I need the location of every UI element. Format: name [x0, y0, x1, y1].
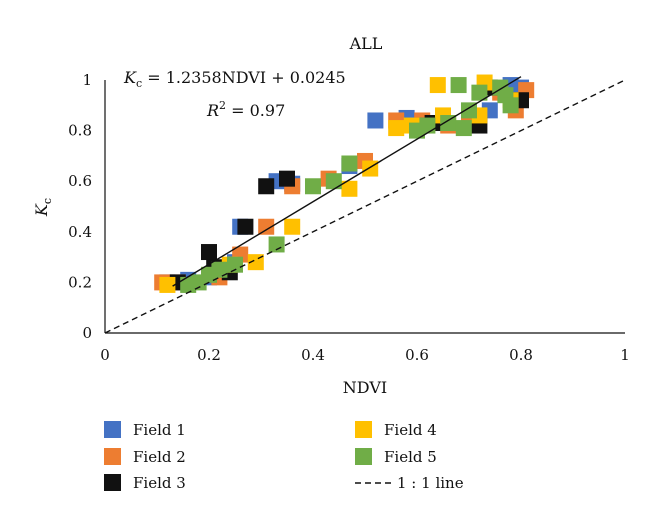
- y-tick-label: 0.4: [68, 223, 92, 241]
- legend-swatch: [104, 448, 121, 465]
- data-point: [461, 102, 477, 119]
- legend-label: Field 2: [133, 448, 186, 466]
- data-point: [237, 218, 254, 235]
- data-point: [258, 178, 275, 195]
- legend-swatch: [104, 421, 121, 438]
- data-point: [305, 178, 321, 195]
- y-axis-label: Kc: [32, 198, 54, 217]
- data-point: [284, 218, 301, 235]
- data-point: [367, 112, 384, 129]
- regression-annotation: Kc = 1.2358NDVI + 0.0245 R2 = 0.97: [123, 68, 346, 120]
- legend-label: Field 4: [384, 421, 437, 439]
- data-point: [201, 244, 217, 261]
- legend-label: Field 1: [133, 421, 186, 439]
- data-point: [341, 155, 358, 172]
- y-tick-label: 1: [82, 71, 92, 89]
- legend-swatch: [355, 421, 372, 438]
- data-point: [268, 236, 285, 253]
- y-tick-label: 0.6: [68, 172, 92, 190]
- x-tick-label: 0.2: [197, 346, 221, 364]
- data-point: [419, 117, 436, 134]
- data-point: [429, 77, 446, 94]
- data-point: [325, 173, 342, 190]
- data-point: [341, 180, 358, 197]
- legend-label: Field 5: [384, 448, 437, 466]
- data-point: [450, 77, 467, 94]
- data-point: [440, 115, 457, 132]
- x-tick-label: 0.4: [301, 346, 325, 364]
- x-tick-label: 1: [620, 346, 630, 364]
- data-point: [362, 160, 379, 177]
- chart-title: ALL: [349, 34, 383, 53]
- x-tick-label: 0.8: [509, 346, 533, 364]
- x-axis-label: NDVI: [343, 378, 387, 397]
- data-point: [502, 97, 519, 114]
- data-point: [455, 120, 472, 137]
- y-tick-label: 0.8: [68, 122, 92, 140]
- data-point: [211, 261, 228, 278]
- legend-label: 1 : 1 line: [397, 474, 464, 492]
- data-point: [227, 256, 243, 273]
- data-point: [279, 170, 295, 187]
- one-to-one-line: [104, 79, 626, 334]
- axes: [104, 80, 625, 334]
- data-point: [471, 84, 488, 101]
- x-tick-label: 0.6: [405, 346, 429, 364]
- y-tick-label: 0: [82, 324, 92, 342]
- data-point: [159, 276, 176, 293]
- legend-label: Field 3: [133, 474, 186, 492]
- legend: Field 1 Field 2 Field 3 Field 4 Field 5 1 : 1…: [104, 421, 464, 492]
- data-point: [388, 120, 405, 137]
- y-tick-label: 0.2: [68, 273, 92, 291]
- r-squared-text: R2 = 0.97: [206, 99, 285, 120]
- legend-swatch: [355, 448, 372, 465]
- fit-lines: [104, 76, 626, 334]
- data-point: [258, 218, 275, 235]
- legend-swatch: [104, 474, 121, 491]
- tick-labels: 0 0.2 0.4 0.6 0.8 1 0 0.2 0.4 0.6 0.8 1: [68, 71, 630, 364]
- equation-text: Kc = 1.2358NDVI + 0.0245: [123, 68, 346, 90]
- regression-line: [172, 76, 522, 287]
- x-tick-label: 0: [100, 346, 110, 364]
